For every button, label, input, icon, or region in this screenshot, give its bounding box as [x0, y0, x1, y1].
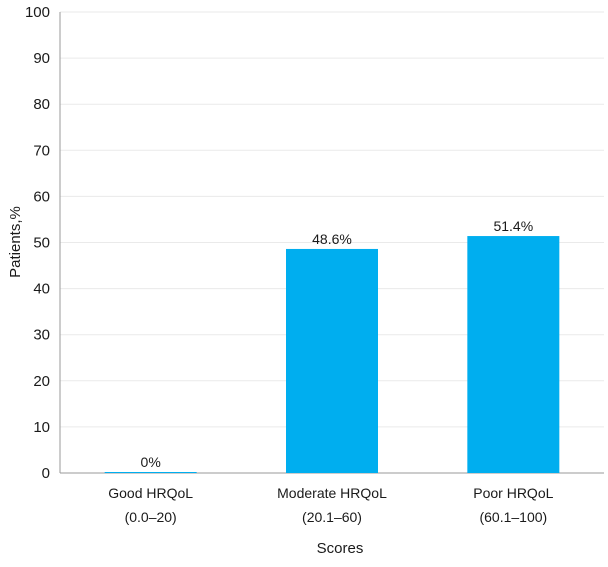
- x-category-label: Good HRQoL: [108, 485, 193, 501]
- x-axis-title: Scores: [317, 540, 364, 557]
- y-tick-label: 60: [33, 188, 50, 205]
- x-category-label: (60.1–100): [479, 509, 547, 525]
- y-tick-label: 10: [33, 419, 50, 436]
- x-category-label: Poor HRQoL: [473, 485, 553, 501]
- data-label: 51.4%: [493, 218, 533, 234]
- y-axis-title: Patients,%: [7, 206, 24, 278]
- x-category-label: (20.1–60): [302, 509, 362, 525]
- data-label: 48.6%: [312, 231, 352, 247]
- y-tick-label: 90: [33, 50, 50, 67]
- y-tick-label: 80: [33, 96, 50, 113]
- y-tick-label: 30: [33, 327, 50, 344]
- y-tick-label: 50: [33, 235, 50, 252]
- y-tick-labels: 0 10 20 30 40 50 60 70 80 90 100: [25, 4, 50, 482]
- x-category-label: (0.0–20): [125, 509, 177, 525]
- y-tick-label: 40: [33, 281, 50, 298]
- gridlines: [60, 11, 604, 428]
- bar: [104, 472, 197, 473]
- data-label: 0%: [141, 454, 161, 470]
- x-category-labels: Good HRQoL (0.0–20) Moderate HRQoL (20.1–60…: [108, 485, 553, 525]
- y-tick-label: 0: [42, 465, 50, 482]
- data-labels: 0% 48.6% 51.4%: [141, 218, 534, 470]
- bar: [467, 236, 560, 473]
- bar: [286, 248, 378, 473]
- y-tick-label: 100: [25, 4, 50, 21]
- y-tick-label: 20: [33, 373, 50, 390]
- bars: [104, 236, 560, 473]
- x-category-label: Moderate HRQoL: [277, 485, 387, 501]
- y-tick-label: 70: [33, 142, 50, 159]
